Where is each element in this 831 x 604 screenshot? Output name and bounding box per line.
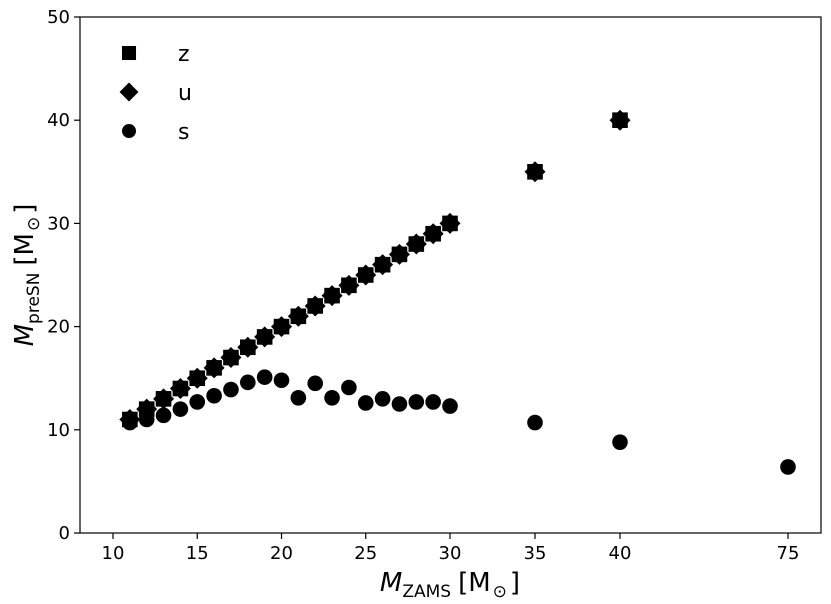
data-point-s bbox=[780, 459, 796, 475]
x-axis-label-sub: ZAMS bbox=[402, 582, 451, 602]
x-tick-label: 15 bbox=[186, 543, 209, 564]
y-tick-label: 10 bbox=[47, 420, 70, 441]
data-point-u bbox=[186, 367, 208, 389]
x-axis-label-unit: [M bbox=[458, 568, 491, 598]
data-point-u bbox=[321, 285, 343, 307]
data-point-u bbox=[304, 295, 326, 317]
x-axis-label-main: M bbox=[380, 568, 402, 598]
data-point-u bbox=[388, 243, 410, 265]
x-tick-label: 40 bbox=[609, 543, 632, 564]
legend-label-s: s bbox=[178, 120, 189, 145]
y-tick-label: 0 bbox=[59, 523, 70, 544]
data-point-s bbox=[324, 390, 340, 406]
data-point-u bbox=[439, 212, 461, 234]
y-axis-label-sub: preSN bbox=[24, 273, 44, 324]
y-tick-label: 30 bbox=[47, 213, 70, 234]
x-tick-label: 10 bbox=[102, 543, 125, 564]
data-point-s bbox=[138, 411, 155, 428]
legend-marker-u bbox=[119, 82, 139, 102]
data-point-s bbox=[155, 407, 172, 424]
data-point-s bbox=[442, 398, 458, 414]
x-tick-label: 35 bbox=[524, 543, 547, 564]
data-point-s bbox=[408, 394, 425, 410]
data-point-s bbox=[357, 395, 374, 411]
y-axis-label-close: ] bbox=[10, 204, 40, 214]
data-point-u bbox=[169, 378, 191, 400]
data-point-u bbox=[372, 254, 394, 276]
svg-text:MZAMS[M⊙]: MZAMS [M ⊙] bbox=[380, 568, 520, 602]
legend-marker-z bbox=[121, 45, 137, 61]
data-point-u bbox=[287, 305, 309, 327]
data-point-s bbox=[425, 394, 441, 410]
y-tick-label: 20 bbox=[47, 317, 70, 338]
legend: zus bbox=[119, 42, 192, 145]
data-point-s bbox=[527, 414, 543, 431]
data-point-s bbox=[122, 414, 138, 431]
plot-area bbox=[79, 16, 822, 534]
y-axis-label-main: M bbox=[10, 324, 40, 346]
data-point-u bbox=[271, 316, 292, 338]
data-point-u bbox=[524, 161, 546, 183]
y-axis-label-unit: [M bbox=[10, 233, 40, 266]
data-point-u bbox=[237, 336, 259, 358]
data-point-s bbox=[391, 396, 408, 412]
series-u bbox=[119, 109, 631, 430]
data-point-s bbox=[189, 394, 206, 410]
data-point-s bbox=[206, 387, 222, 404]
data-point-u bbox=[405, 233, 427, 255]
data-point-u bbox=[609, 109, 631, 131]
svg-text:MpreSN[M⊙]: MpreSN [M ⊙] bbox=[10, 204, 44, 347]
data-point-s bbox=[307, 375, 324, 392]
series-s bbox=[122, 369, 796, 475]
data-point-s bbox=[612, 434, 628, 450]
x-tick-label: 25 bbox=[354, 543, 377, 564]
legend-marker-s bbox=[121, 123, 137, 139]
x-tick-label: 75 bbox=[777, 543, 800, 564]
data-point-s bbox=[273, 372, 290, 389]
data-point-s bbox=[240, 374, 256, 391]
data-point-s bbox=[172, 401, 189, 417]
y-axis-label: MpreSN [M ⊙] bbox=[10, 204, 44, 347]
data-point-u bbox=[355, 264, 377, 286]
x-axis-label-unit-sub: ⊙ bbox=[493, 582, 507, 602]
data-point-u bbox=[254, 326, 276, 348]
data-point-u bbox=[220, 347, 242, 369]
data-point-u bbox=[153, 388, 175, 410]
data-point-s bbox=[256, 369, 273, 385]
data-point-u bbox=[338, 274, 360, 296]
data-point-u bbox=[422, 223, 444, 245]
x-axis-label: MZAMS [M ⊙] bbox=[380, 568, 520, 602]
y-tick-label: 50 bbox=[47, 7, 70, 28]
data-point-s bbox=[341, 379, 357, 396]
legend-label-z: z bbox=[178, 42, 190, 67]
data-point-s bbox=[223, 381, 239, 398]
data-point-s bbox=[290, 390, 307, 406]
x-axis: 10 15 20 25 30 35 40 75 bbox=[102, 533, 800, 564]
x-tick-label: 20 bbox=[270, 543, 293, 564]
series-layer bbox=[119, 109, 796, 475]
data-point-u bbox=[203, 357, 225, 379]
y-axis-label-unit-sub: ⊙ bbox=[24, 217, 44, 231]
legend-label-u: u bbox=[178, 81, 192, 106]
x-axis-label-close: ] bbox=[510, 568, 520, 598]
y-axis: 0 10 20 30 40 50 bbox=[47, 7, 80, 544]
data-point-s bbox=[374, 391, 391, 407]
y-tick-label: 40 bbox=[47, 110, 70, 131]
x-tick-label: 30 bbox=[439, 543, 462, 564]
